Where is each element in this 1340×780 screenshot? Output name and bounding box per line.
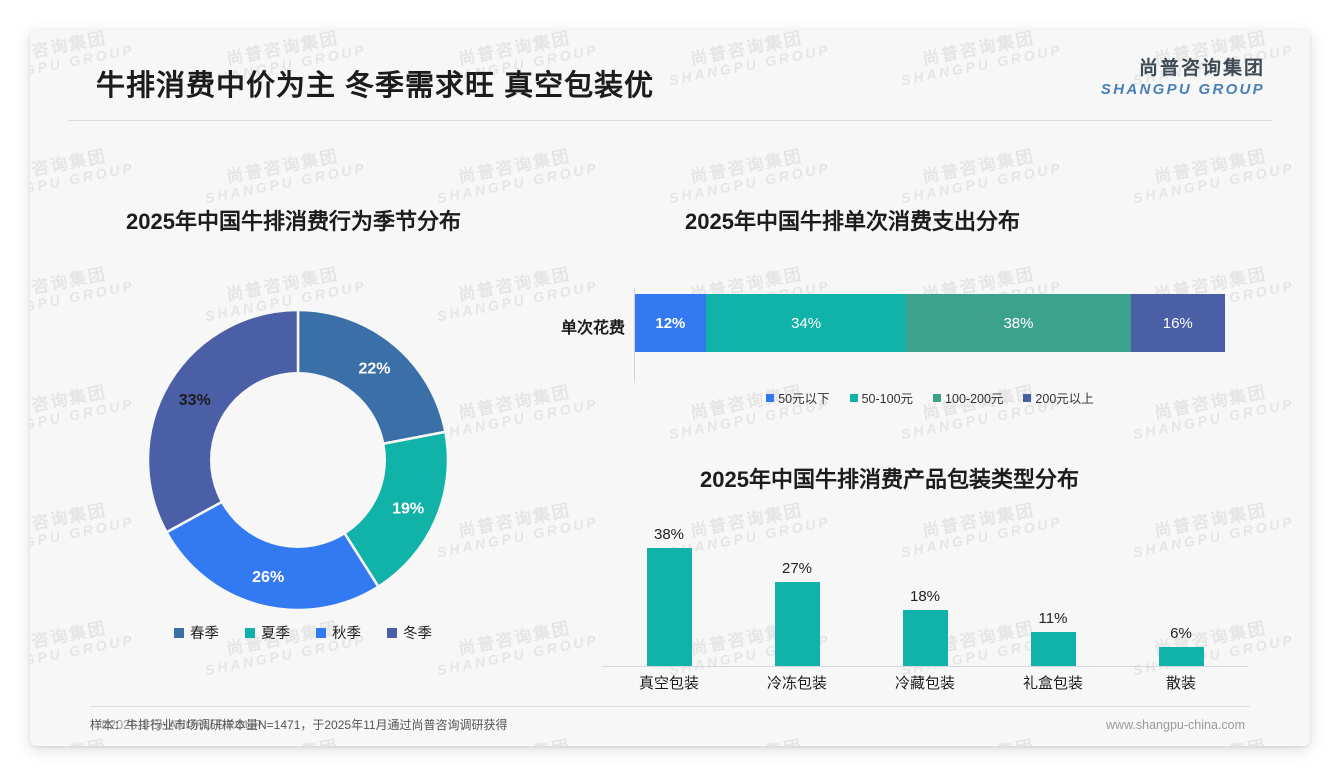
- page-title: 牛排消费中价为主 冬季需求旺 真空包装优: [96, 70, 655, 102]
- donut-chart-title: 2025年中国牛排消费行为季节分布: [126, 209, 461, 234]
- logo-english-text: SHANGPU GROUP: [1100, 80, 1265, 98]
- bar-rect[interactable]: [1158, 647, 1204, 666]
- stacked-bar-legend: 50元以下 50-100元 100-200元 200元以上: [635, 388, 1225, 407]
- bar-chart-title: 2025年中国牛排消费产品包装类型分布: [700, 467, 1079, 492]
- logo-chinese-text: 尚普咨询集团: [1138, 58, 1265, 79]
- stacked-bar-segment[interactable]: 38%: [906, 294, 1131, 352]
- bar-value-label: 38%: [653, 526, 685, 543]
- stacked-bar-legend-item[interactable]: 50-100元: [849, 388, 914, 407]
- stacked-bar-legend-item[interactable]: 50元以下: [766, 388, 830, 407]
- bar-value-label: 6%: [1170, 625, 1192, 642]
- bar-value-label: 18%: [909, 588, 941, 605]
- donut-hole: [210, 372, 386, 548]
- legend-swatch-icon: [1023, 393, 1032, 402]
- stacked-bar-segment[interactable]: 34%: [705, 294, 907, 352]
- donut-legend-label: 冬季: [403, 626, 432, 642]
- header-divider: [68, 120, 1272, 121]
- donut-legend-item[interactable]: 春季: [174, 622, 219, 643]
- stacked-bar-track: 12% 34% 38% 16%: [635, 294, 1225, 352]
- donut-chart: 22% 19% 26% 33%: [138, 300, 458, 620]
- donut-slice-label: 22%: [358, 361, 390, 378]
- legend-swatch-icon: [766, 393, 775, 402]
- bar-x-axis-label: 冷藏包装: [894, 675, 955, 692]
- legend-swatch-icon: [933, 393, 942, 402]
- bar-x-axis-label: 散装: [1165, 675, 1196, 692]
- bar-chart-column[interactable]: 18%: [861, 588, 989, 666]
- bar-chart-column[interactable]: 6%: [1117, 625, 1245, 666]
- stacked-bar-legend-item[interactable]: 200元以上: [1023, 388, 1094, 407]
- donut-slice-label: 19%: [392, 501, 424, 518]
- donut-legend-label: 春季: [190, 626, 219, 642]
- slide-header: 牛排消费中价为主 冬季需求旺 真空包装优 尚普咨询集团 SHANGPU GROU…: [30, 30, 1310, 121]
- bar-chart-column[interactable]: 38%: [605, 526, 733, 666]
- donut-chart-legend: 春季 夏季 秋季 冬季: [138, 622, 468, 643]
- bar-chart-x-axis-labels: 真空包装 冷冻包装 冷藏包装 礼盒包装 散装: [600, 672, 1250, 700]
- bar-rect[interactable]: [646, 548, 692, 666]
- donut-legend-item[interactable]: 冬季: [387, 622, 432, 643]
- legend-swatch-icon: [174, 627, 184, 638]
- stacked-bar-legend-label: 100-200元: [945, 392, 1004, 406]
- stacked-bar-chart-title: 2025年中国牛排单次消费支出分布: [685, 209, 1020, 234]
- legend-swatch-icon: [245, 627, 255, 638]
- stacked-bar-segment[interactable]: 16%: [1130, 294, 1225, 352]
- stacked-bar-chart: 单次花费 12% 34% 38% 16% 50元以下 50-100元 100-200元 20…: [530, 288, 1230, 406]
- package-type-bar-chart: 38% 27% 18% 11% 6% 真空包装 冷冻包装 冷藏包装 礼盒包装 散装: [600, 500, 1250, 700]
- donut-slice-label: 26%: [252, 569, 284, 586]
- bar-x-axis-label: 真空包装: [638, 675, 699, 692]
- stacked-bar-legend-label: 50元以下: [778, 392, 830, 406]
- donut-legend-label: 秋季: [332, 626, 361, 642]
- stacked-bar-legend-label: 50-100元: [861, 392, 914, 406]
- stacked-bar-segment[interactable]: 12%: [635, 294, 706, 352]
- bar-rect[interactable]: [902, 610, 948, 666]
- bar-value-label: 11%: [1038, 610, 1068, 627]
- legend-swatch-icon: [849, 393, 858, 402]
- bar-x-axis-label: 冷冻包装: [766, 675, 827, 692]
- footer-website[interactable]: www.shangpu-china.com: [1106, 718, 1245, 732]
- bar-rect[interactable]: [774, 582, 820, 666]
- source-note: 样本：牛排行业市场调研样本量N=1471，于2025年11月通过尚普咨询调研获得: [90, 706, 1250, 733]
- bar-chart-plot-area: 38% 27% 18% 11% 6%: [600, 500, 1250, 667]
- donut-legend-item[interactable]: 秋季: [316, 622, 361, 643]
- bar-chart-column[interactable]: 27%: [733, 560, 861, 666]
- bar-chart-column[interactable]: 11%: [989, 610, 1117, 666]
- brand-logo: 尚普咨询集团 SHANGPU GROUP: [1101, 58, 1265, 100]
- stacked-bar-legend-label: 200元以上: [1035, 392, 1094, 406]
- footer-copyright: ©2026.1 SHANGPU GROUP: [100, 718, 263, 732]
- donut-legend-item[interactable]: 夏季: [245, 622, 290, 643]
- bar-x-axis-label: 礼盒包装: [1022, 675, 1083, 692]
- donut-legend-label: 夏季: [261, 626, 290, 642]
- slide-card: 尚普咨询集团 SHANGPU GROUP 尚普咨询集团 SHANGPU GROUP 尚普…: [30, 30, 1310, 746]
- donut-slice-label: 33%: [179, 392, 211, 409]
- bar-value-label: 27%: [781, 560, 813, 577]
- donut-chart-svg: 22% 19% 26% 33%: [146, 308, 450, 612]
- bar-chart-baseline: [602, 666, 1248, 667]
- bar-rect[interactable]: [1030, 632, 1076, 666]
- stacked-bar-legend-item[interactable]: 100-200元: [933, 388, 1003, 407]
- stacked-bar-row-label: 单次花费: [560, 320, 625, 337]
- legend-swatch-icon: [387, 627, 397, 638]
- legend-swatch-icon: [316, 627, 326, 638]
- stacked-bar-axis-line: [634, 288, 635, 383]
